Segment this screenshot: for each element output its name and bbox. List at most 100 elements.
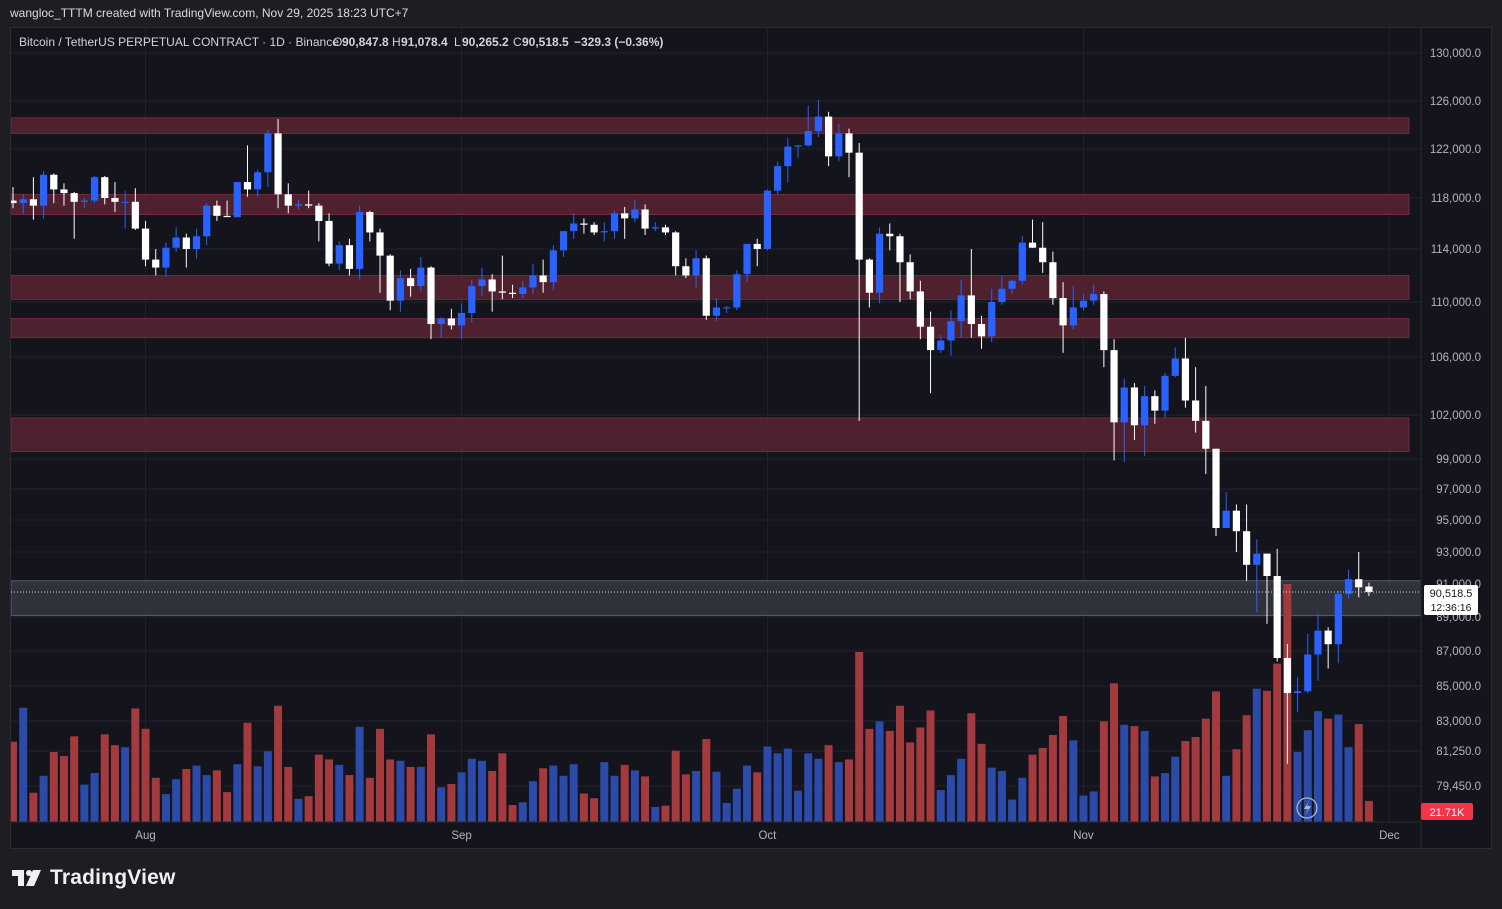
volume-bar — [926, 710, 935, 822]
candle — [723, 306, 731, 313]
candle-body — [539, 275, 547, 283]
volume-bar — [997, 771, 1006, 822]
candle — [366, 210, 374, 242]
lightning-icon[interactable] — [1296, 797, 1318, 819]
volume-bar — [620, 764, 629, 822]
volume-bar — [192, 765, 201, 822]
volume-bar — [355, 726, 364, 822]
candle — [325, 213, 333, 267]
volume-bar — [1048, 734, 1057, 822]
volume-bar — [773, 753, 782, 822]
tradingview-logo[interactable]: TradingView — [12, 866, 176, 890]
volume-bar — [906, 742, 915, 822]
candle — [1293, 677, 1302, 713]
candle — [264, 129, 272, 187]
legend-close-label: C — [513, 35, 522, 49]
volume-bar — [1140, 730, 1149, 822]
volume-bar — [253, 766, 262, 822]
month-tick-label: Dec — [1379, 830, 1400, 842]
volume-bar — [763, 746, 772, 822]
volume-bar — [753, 772, 762, 822]
volume-bar — [569, 764, 578, 822]
candle-body — [580, 223, 588, 225]
candle-body — [121, 201, 129, 203]
candle-body — [213, 205, 221, 216]
candle-body — [1283, 658, 1291, 693]
candle-body — [1018, 242, 1026, 281]
volume-bar — [936, 790, 945, 822]
volume-bar — [610, 775, 619, 822]
candle-body — [1069, 307, 1077, 326]
volume-bar — [1059, 715, 1068, 822]
volume-bar — [11, 741, 17, 822]
candle-body — [223, 215, 231, 218]
volume-bar — [579, 793, 588, 822]
candle — [692, 250, 700, 288]
volume-bar — [49, 751, 58, 822]
candle-body — [1242, 531, 1251, 565]
candle-body — [977, 324, 986, 337]
volume-bar — [865, 728, 874, 822]
candle-body — [19, 199, 27, 204]
volume-bar — [528, 781, 537, 822]
volume-bar — [590, 798, 599, 822]
volume-bar — [1171, 756, 1180, 822]
price-tick-label: 81,250.0 — [1436, 746, 1481, 758]
price-zone — [11, 117, 1410, 134]
legend-change-value: −329.3 (−0.36%) — [574, 35, 663, 49]
candle-body — [937, 340, 945, 351]
month-tick-label: Aug — [135, 830, 155, 842]
candle — [376, 228, 384, 293]
candle — [345, 238, 354, 276]
candle-body — [1141, 396, 1149, 426]
candle — [733, 270, 741, 311]
candle-body — [1304, 654, 1312, 692]
chart-frame[interactable]: 130,000.0 126,000.0 122,000.0 118,000.0 114,… — [10, 27, 1492, 849]
candle — [926, 311, 935, 394]
candle — [284, 183, 292, 214]
candle-body — [39, 174, 48, 206]
candle — [621, 206, 629, 239]
candle — [753, 238, 761, 267]
volume-bar — [794, 790, 803, 822]
candle — [600, 222, 608, 242]
last-price-label: 90,518.5 — [1430, 588, 1473, 600]
candle-body — [182, 237, 190, 249]
volume-bar — [59, 756, 68, 822]
candle — [1242, 504, 1251, 581]
candle — [1314, 613, 1322, 681]
candle-body — [315, 205, 323, 221]
candle-body — [692, 258, 700, 276]
candle — [549, 245, 557, 291]
candle-body — [70, 193, 78, 202]
volume-bar — [1303, 730, 1312, 822]
candle-body — [1212, 448, 1220, 528]
tradingview-brand: TradingView — [50, 866, 176, 889]
candle — [886, 223, 894, 251]
price-tick-label: 110,000.0 — [1431, 297, 1481, 309]
candle-body — [886, 233, 894, 237]
price-tick-label: 83,000.0 — [1436, 716, 1481, 728]
volume-bar — [457, 772, 466, 822]
candle-body — [1355, 579, 1363, 588]
volume-bar — [223, 792, 232, 822]
candle — [774, 161, 782, 195]
candle — [192, 228, 201, 259]
candle — [988, 288, 996, 342]
volume-bar — [916, 727, 925, 822]
candle-body — [529, 275, 537, 288]
volume-bar — [987, 767, 996, 822]
candle-body — [1008, 280, 1016, 289]
volume-label: 21.71K — [1430, 807, 1466, 819]
price-zone — [11, 275, 1410, 300]
candle-body — [753, 243, 761, 249]
volume-bar — [1344, 747, 1353, 822]
candle-body — [712, 307, 721, 316]
candle — [784, 138, 792, 183]
volume-bar — [1130, 726, 1139, 822]
price-chart[interactable]: 130,000.0 126,000.0 122,000.0 118,000.0 114,… — [11, 28, 1491, 848]
volume-bar — [90, 773, 99, 822]
volume-bar — [182, 768, 191, 822]
candle — [743, 243, 751, 283]
volume-bar — [1181, 741, 1190, 822]
